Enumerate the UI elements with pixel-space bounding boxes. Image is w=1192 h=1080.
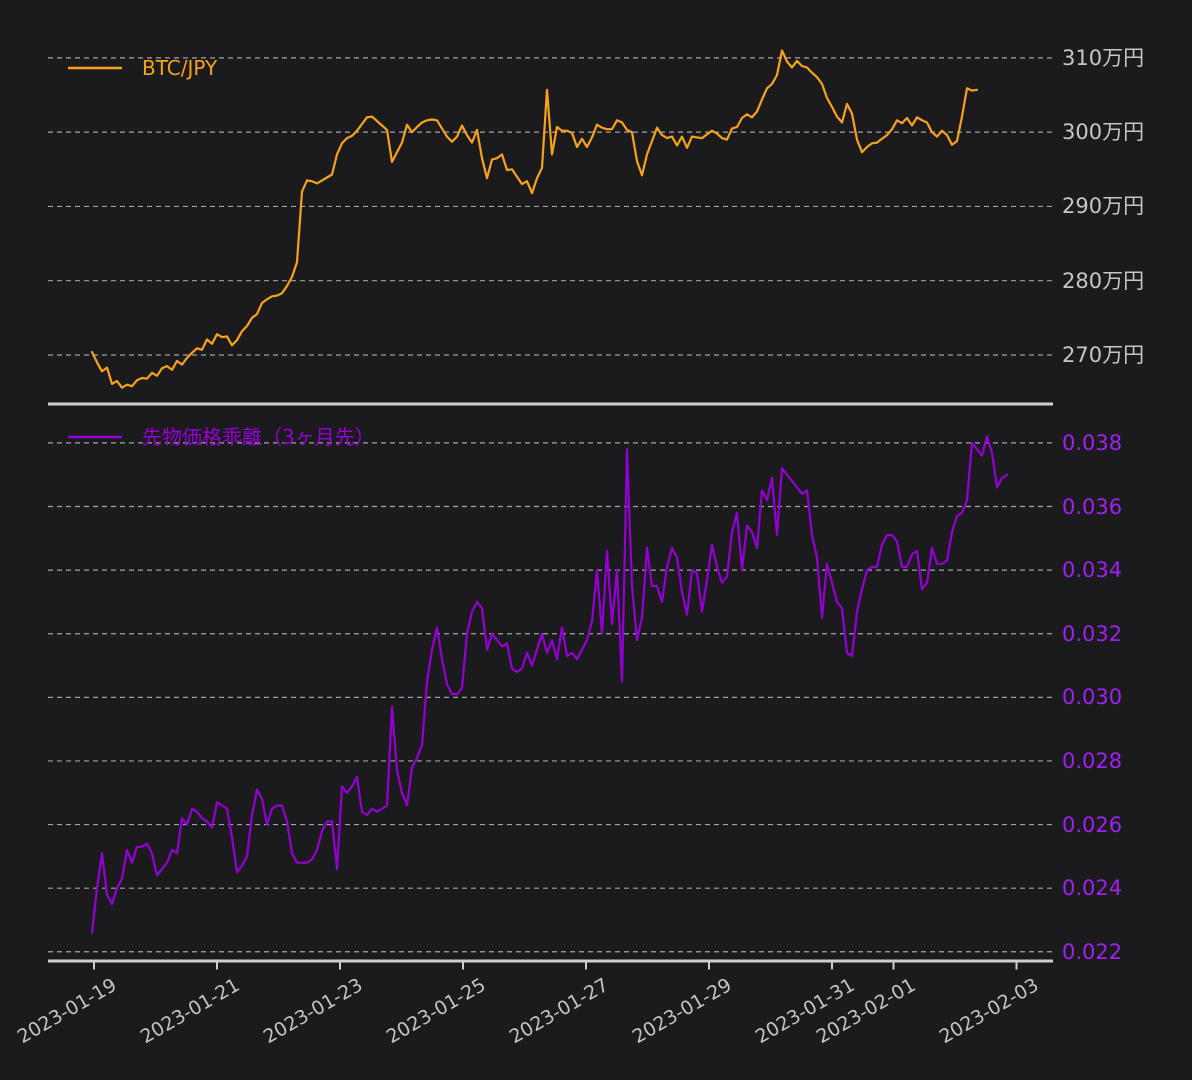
- y-tick-label: 310万円: [1062, 45, 1145, 70]
- legend-swatches: [68, 66, 122, 439]
- y-tick-label: 270万円: [1062, 342, 1145, 367]
- gridlines: [48, 57, 1053, 953]
- y-tick-label: 0.022: [1062, 939, 1123, 964]
- y-tick-label: 0.028: [1062, 748, 1123, 773]
- y-tick-label: 0.026: [1062, 812, 1123, 837]
- line-series-btcjpy: [90, 49, 979, 389]
- y-tick-label: 0.038: [1062, 430, 1123, 455]
- y-tick-label: 0.030: [1062, 685, 1123, 710]
- y-tick-label: 0.036: [1062, 494, 1123, 519]
- y-tick-label: 0.024: [1062, 876, 1123, 901]
- y-tick-label: 290万円: [1062, 194, 1145, 219]
- y-tick-label: 0.034: [1062, 558, 1123, 583]
- y-tick-label: 0.032: [1062, 621, 1123, 646]
- data-series: [90, 49, 1009, 934]
- line-series-futures-deviation: [90, 435, 1009, 934]
- axes: [48, 402, 1053, 970]
- y-tick-label: 300万円: [1062, 120, 1145, 145]
- legend-label-futures-deviation: 先物価格乖離（3ヶ月先）: [142, 425, 375, 449]
- y-tick-label: 280万円: [1062, 268, 1145, 293]
- legend-label-btcjpy: BTC/JPY: [142, 56, 218, 80]
